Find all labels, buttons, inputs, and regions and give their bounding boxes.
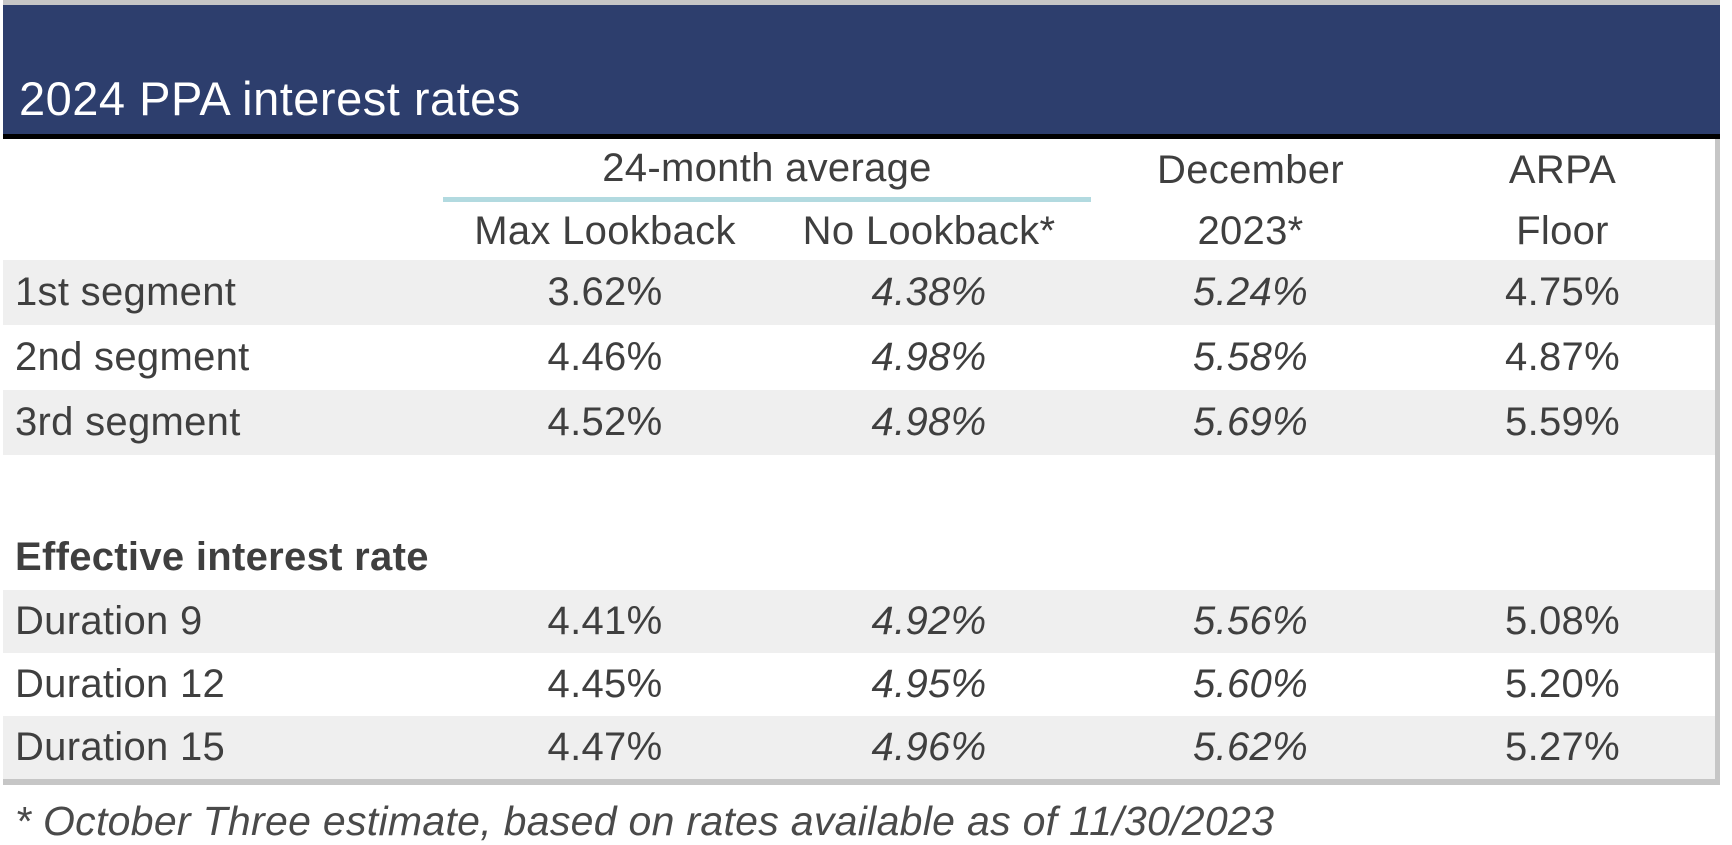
- value-max-lookback: 3.62%: [547, 270, 663, 314]
- value-no-lookback: 4.98%: [871, 335, 987, 379]
- ppa-rates-table: 24-month average December ARPA Max Lookb…: [3, 139, 1720, 785]
- row-label: Duration 9: [15, 599, 203, 643]
- table-row-2nd-segment: 2nd segment 4.46% 4.98% 5.58% 4.87%: [3, 325, 1715, 390]
- header-group-row: 24-month average December ARPA: [3, 139, 1715, 202]
- value-no-lookback: 4.95%: [871, 662, 987, 706]
- table-row-duration-15: Duration 15 4.47% 4.96% 5.62% 5.27%: [3, 716, 1715, 779]
- value-no-lookback: 4.96%: [871, 725, 987, 769]
- value-max-lookback: 4.47%: [547, 725, 663, 769]
- header-spacer-cell: [3, 139, 443, 202]
- table-sheet: 2024 PPA interest rates 24-month average…: [3, 0, 1720, 845]
- value-no-lookback: 4.98%: [871, 400, 987, 444]
- value-arpa-floor: 5.20%: [1505, 662, 1620, 706]
- value-december: 5.56%: [1193, 599, 1308, 643]
- value-december: 5.69%: [1193, 400, 1308, 444]
- table-row-duration-12: Duration 12 4.45% 4.95% 5.60% 5.20%: [3, 653, 1715, 716]
- value-arpa-floor: 5.27%: [1505, 725, 1620, 769]
- row-label: Duration 12: [15, 662, 226, 706]
- spacer-row: [3, 455, 1715, 524]
- column-header-no-lookback: No Lookback*: [802, 208, 1056, 253]
- section-header-row: Effective interest rate: [3, 524, 1715, 590]
- value-arpa-floor: 5.08%: [1505, 599, 1620, 643]
- table-row-duration-9: Duration 9 4.41% 4.92% 5.56% 5.08%: [3, 590, 1715, 653]
- section-label-effective-interest-rate: Effective interest rate: [15, 534, 429, 579]
- value-arpa-floor: 4.75%: [1505, 270, 1620, 314]
- value-december: 5.24%: [1193, 270, 1308, 314]
- table-row-1st-segment: 1st segment 3.62% 4.38% 5.24% 4.75%: [3, 260, 1715, 325]
- column-header-december-year: 2023*: [1197, 208, 1304, 253]
- table-row-3rd-segment: 3rd segment 4.52% 4.98% 5.69% 5.59%: [3, 390, 1715, 455]
- value-arpa-floor: 4.87%: [1505, 335, 1620, 379]
- title-bar: 2024 PPA interest rates: [3, 0, 1720, 139]
- column-header-arpa-floor: Floor: [1516, 208, 1609, 253]
- value-no-lookback: 4.38%: [871, 270, 987, 314]
- value-max-lookback: 4.45%: [547, 662, 663, 706]
- footnote: * October Three estimate, based on rates…: [15, 798, 1275, 844]
- row-label: 1st segment: [15, 270, 237, 314]
- value-max-lookback: 4.41%: [547, 599, 663, 643]
- row-label: Duration 15: [15, 725, 226, 769]
- row-label: 2nd segment: [15, 335, 250, 379]
- page-title: 2024 PPA interest rates: [19, 72, 521, 125]
- value-december: 5.60%: [1193, 662, 1308, 706]
- value-arpa-floor: 5.59%: [1505, 400, 1620, 444]
- column-header-max-lookback: Max Lookback: [474, 208, 736, 253]
- value-december: 5.58%: [1193, 335, 1308, 379]
- header-spacer-cell: [3, 202, 443, 260]
- column-header-arpa: ARPA: [1508, 148, 1617, 192]
- value-no-lookback: 4.92%: [871, 599, 987, 643]
- row-label: 3rd segment: [15, 400, 241, 444]
- value-max-lookback: 4.46%: [547, 335, 663, 379]
- value-december: 5.62%: [1193, 725, 1308, 769]
- header-sub-row: Max Lookback No Lookback* 2023* Floor: [3, 202, 1715, 260]
- column-group-24-month-average: 24-month average: [443, 139, 1091, 202]
- value-max-lookback: 4.52%: [547, 400, 663, 444]
- column-header-december: December: [1157, 148, 1344, 192]
